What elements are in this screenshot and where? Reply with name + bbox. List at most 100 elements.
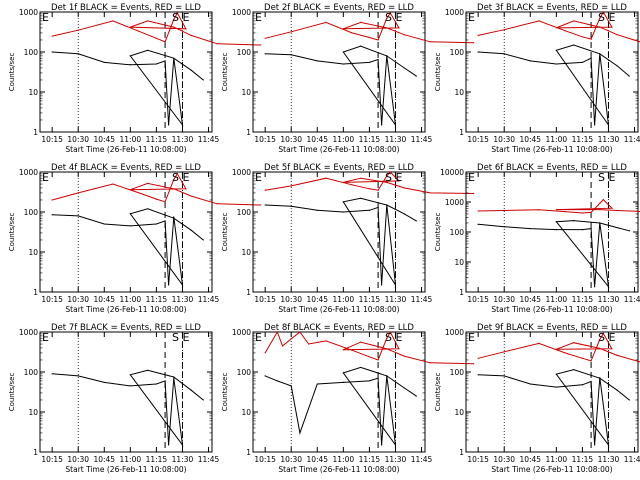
series-point bbox=[155, 198, 158, 200]
y-axis-label: Counts/sec bbox=[221, 373, 229, 412]
y-tick-label: 100 bbox=[24, 208, 39, 217]
series-point bbox=[360, 341, 362, 343]
x-tick-label: 11:15 bbox=[572, 295, 594, 304]
marker-s: S bbox=[598, 331, 605, 344]
lld-series-line bbox=[478, 332, 640, 363]
y-axis-label: Counts/sec bbox=[221, 53, 229, 92]
series-point bbox=[429, 192, 431, 194]
series-point bbox=[403, 213, 405, 215]
series-point bbox=[290, 385, 292, 387]
series-point bbox=[190, 229, 192, 231]
series-point bbox=[538, 20, 540, 22]
series-point bbox=[503, 29, 505, 31]
series-point bbox=[173, 18, 175, 21]
x-tick-label: 10:15 bbox=[41, 295, 63, 304]
x-tick-label: 10:15 bbox=[467, 135, 489, 144]
series-point bbox=[316, 60, 318, 62]
series-point bbox=[573, 20, 575, 22]
series-point bbox=[164, 60, 166, 62]
series-point bbox=[77, 192, 79, 194]
chart-title: Det 1f BLACK = Events, RED = LLD bbox=[51, 3, 201, 13]
chart-panel-3: Det 3f BLACK = Events, RED = LLD 1 10 100 10… bbox=[434, 3, 640, 154]
series-point bbox=[377, 359, 379, 361]
series-point bbox=[628, 399, 630, 401]
y-tick-label: 10000 bbox=[440, 168, 464, 177]
x-tick-label: 10:45 bbox=[306, 135, 328, 144]
x-tick-label: 11:30 bbox=[172, 295, 194, 304]
series-point bbox=[202, 399, 204, 401]
x-tick-label: 11:30 bbox=[172, 455, 194, 464]
plot-frame bbox=[465, 171, 639, 293]
series-point bbox=[342, 181, 344, 183]
series-point bbox=[599, 26, 601, 28]
series-point bbox=[360, 197, 362, 199]
series-point bbox=[616, 227, 618, 229]
series-point bbox=[611, 207, 613, 209]
marker-s: S bbox=[385, 171, 392, 184]
x-tick-label: 10:30 bbox=[493, 135, 515, 144]
series-point bbox=[164, 220, 166, 222]
marker-s: S bbox=[598, 11, 605, 24]
y-tick-label: 10 bbox=[454, 88, 464, 97]
series-point bbox=[316, 383, 318, 385]
series-point bbox=[138, 30, 140, 32]
chart-title: Det 6f BLACK = Events, RED = LLD bbox=[477, 163, 627, 173]
series-point bbox=[377, 58, 379, 61]
series-point bbox=[581, 61, 584, 63]
series-point bbox=[607, 286, 610, 288]
x-tick-label: 10:30 bbox=[493, 295, 515, 304]
x-axis-label: Start Time (26-Feb-11 10:08:00) bbox=[65, 145, 186, 154]
series-point bbox=[185, 188, 187, 190]
series-point bbox=[129, 374, 131, 376]
series-point bbox=[590, 211, 592, 214]
series-point bbox=[503, 351, 505, 353]
y-tick-label: 10 bbox=[454, 408, 464, 417]
series-point bbox=[368, 61, 371, 63]
y-axis-label: Counts/sec bbox=[8, 53, 16, 92]
y-tick-label: 1 bbox=[459, 128, 464, 137]
series-point bbox=[398, 180, 400, 182]
series-point bbox=[351, 32, 353, 34]
y-axis-label: Counts/sec bbox=[434, 373, 442, 412]
x-tick-label: 11:45 bbox=[624, 135, 640, 144]
series-point bbox=[147, 208, 149, 210]
series-point bbox=[590, 38, 592, 40]
series-point bbox=[77, 375, 79, 377]
x-tick-label: 10:45 bbox=[93, 455, 115, 464]
x-tick-label: 11:00 bbox=[546, 455, 568, 464]
series-point bbox=[51, 35, 53, 37]
x-tick-label: 11:30 bbox=[598, 295, 620, 304]
marker-e-end: E bbox=[395, 171, 402, 184]
series-point bbox=[216, 203, 218, 205]
series-point bbox=[181, 444, 184, 446]
series-point bbox=[616, 34, 618, 36]
x-tick-label: 11:15 bbox=[359, 295, 381, 304]
series-point bbox=[351, 349, 353, 351]
series-point bbox=[342, 28, 344, 30]
series-point bbox=[616, 389, 618, 391]
x-tick-label: 10:30 bbox=[280, 295, 302, 304]
x-tick-label: 10:15 bbox=[41, 135, 63, 144]
series-point bbox=[276, 331, 278, 333]
series-point bbox=[590, 360, 592, 362]
x-tick-label: 11:30 bbox=[385, 455, 407, 464]
series-point bbox=[380, 284, 383, 286]
series-point bbox=[602, 11, 604, 13]
x-tick-label: 10:45 bbox=[519, 135, 541, 144]
marker-e-start: E bbox=[255, 171, 262, 184]
series-point bbox=[167, 284, 170, 286]
x-tick-label: 11:45 bbox=[624, 295, 640, 304]
series-point bbox=[264, 204, 266, 206]
series-point bbox=[368, 380, 371, 382]
series-point bbox=[103, 61, 105, 63]
x-tick-label: 10:15 bbox=[41, 455, 63, 464]
x-tick-label: 11:00 bbox=[333, 135, 355, 144]
series-point bbox=[529, 383, 531, 385]
series-point bbox=[260, 44, 262, 46]
series-point bbox=[564, 352, 566, 354]
series-point bbox=[138, 192, 140, 194]
x-tick-label: 11:30 bbox=[385, 295, 407, 304]
series-point bbox=[377, 189, 379, 191]
series-point bbox=[581, 229, 584, 231]
chart-title: Det 9f BLACK = Events, RED = LLD bbox=[477, 323, 627, 333]
